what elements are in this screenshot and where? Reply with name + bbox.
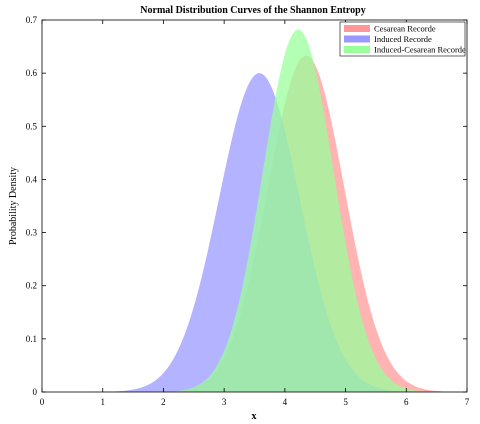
chart-title: Normal Distribution Curves of the Shanno… xyxy=(140,5,365,16)
legend-label-3: Induced-Cesarean Recorde xyxy=(374,45,466,55)
x-tick-label: 6 xyxy=(404,397,409,407)
y-tick-label: 0.7 xyxy=(26,15,38,25)
y-tick-label: 0.6 xyxy=(26,68,38,78)
plot-frame xyxy=(41,19,468,393)
series-area-1 xyxy=(42,55,467,393)
x-tick-label: 2 xyxy=(161,397,166,407)
legend-label-1: Cesarean Recorde xyxy=(374,24,436,34)
legend-label-2: Induced Recorde xyxy=(374,34,432,44)
x-tick-label: 5 xyxy=(343,397,348,407)
legend-swatch-1 xyxy=(344,25,370,32)
x-axis: 0 1 2 3 4 5 6 7 xyxy=(40,20,470,407)
x-tick-label: 7 xyxy=(465,397,470,407)
y-axis: 0 0.1 0.2 0.3 0.4 0.5 0.6 0.7 xyxy=(26,15,467,397)
legend-swatch-2 xyxy=(344,35,370,43)
x-axis-label: x xyxy=(252,411,257,422)
legend-swatch-3 xyxy=(344,46,370,53)
y-tick-label: 0.5 xyxy=(26,121,38,131)
series-area-3 xyxy=(42,29,467,392)
x-tick-label: 0 xyxy=(40,397,45,407)
x-tick-label: 3 xyxy=(222,397,227,407)
x-tick-label: 4 xyxy=(283,397,288,407)
x-tick-label: 1 xyxy=(100,397,105,407)
y-tick-label: 0.4 xyxy=(26,174,38,184)
y-tick-label: 0.1 xyxy=(26,334,37,344)
y-tick-label: 0.2 xyxy=(26,281,37,291)
y-axis-label: Probability Density xyxy=(8,167,19,245)
y-tick-label: 0 xyxy=(33,387,38,397)
y-tick-label: 0.3 xyxy=(26,228,38,238)
plot-area xyxy=(42,29,467,393)
